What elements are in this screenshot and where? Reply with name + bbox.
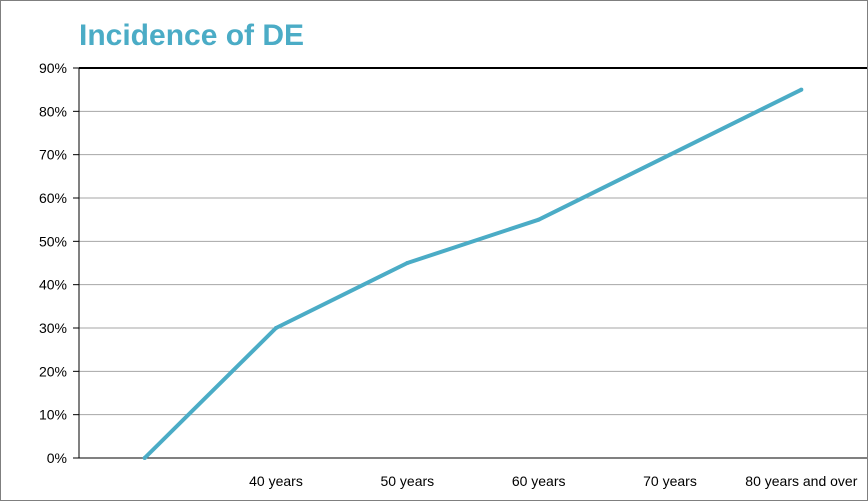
series-line xyxy=(143,87,803,460)
x-tick-label: 40 years xyxy=(249,473,303,489)
y-tick-label: 0% xyxy=(47,450,67,466)
x-tick-label: 80 years and over xyxy=(745,473,857,489)
x-tick-label: 50 years xyxy=(380,473,434,489)
data-point xyxy=(405,261,410,265)
chart-title: Incidence of DE xyxy=(79,19,305,52)
y-tick-label: 30% xyxy=(39,320,67,336)
series-layer xyxy=(142,87,804,460)
x-tick-label: 60 years xyxy=(512,473,566,489)
gridlines xyxy=(78,67,867,459)
data-point xyxy=(668,152,672,157)
y-tick-label: 10% xyxy=(39,407,67,423)
x-axis-ticks: 40 years 50 years 60 years 70 years 80 years… xyxy=(249,473,858,489)
data-point xyxy=(274,326,278,330)
y-tick-label: 90% xyxy=(39,60,67,76)
y-tick-label: 60% xyxy=(39,190,67,206)
x-tick-label: 70 years xyxy=(643,473,697,489)
data-point xyxy=(799,87,804,92)
y-axis-ticks: 0% 10% 20% 30% 40% 50% 60% 70% 80% 90% xyxy=(39,60,79,466)
y-tick-label: 20% xyxy=(39,363,67,379)
y-tick-label: 40% xyxy=(39,277,67,293)
data-point xyxy=(142,456,147,460)
y-tick-label: 70% xyxy=(39,147,67,163)
y-tick-label: 80% xyxy=(39,103,67,119)
y-tick-label: 50% xyxy=(39,233,67,249)
data-point xyxy=(536,217,541,222)
